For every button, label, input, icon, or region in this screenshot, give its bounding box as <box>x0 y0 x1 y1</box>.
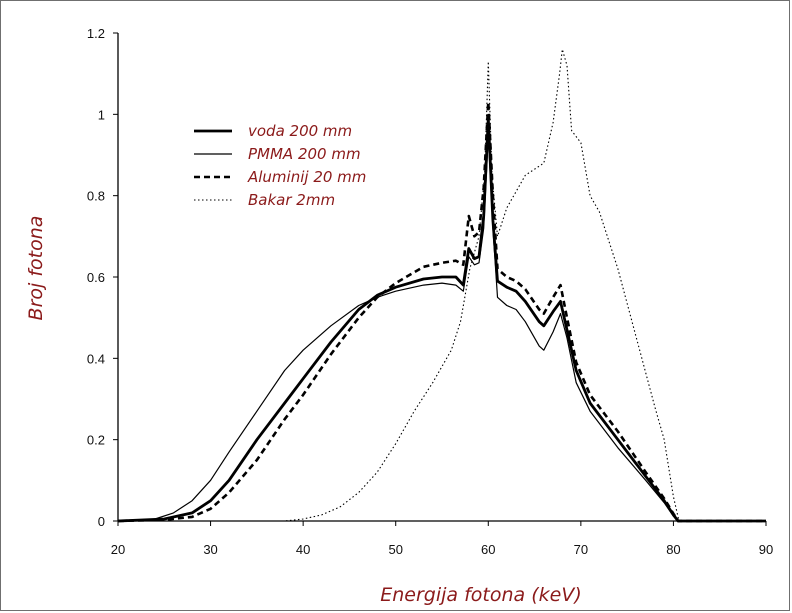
x-tick-label: 20 <box>111 542 125 557</box>
x-tick-label: 40 <box>296 542 310 557</box>
y-tick-label: 0.8 <box>87 189 105 204</box>
x-axis-title: Energija fotona (keV) <box>380 584 581 606</box>
x-tick-label: 80 <box>666 542 680 557</box>
y-axis-title: Broj fotona <box>25 216 47 321</box>
legend-label-4: Bakar 2mm <box>248 191 335 209</box>
y-tick-label: 0.6 <box>87 270 105 285</box>
series-line-2 <box>117 134 766 522</box>
y-tick-label: 1 <box>98 107 105 122</box>
legend-label-3: Aluminij 20 mm <box>247 168 366 186</box>
series-line-3 <box>117 100 766 523</box>
series-line-4 <box>118 48 766 522</box>
x-tick-label: 30 <box>203 542 217 557</box>
y-tick-label: 1.2 <box>87 26 105 41</box>
series-lines <box>117 48 766 523</box>
x-tick-label: 60 <box>481 542 495 557</box>
x-tick-label: 70 <box>574 542 588 557</box>
ticks: 20 30 40 50 60 70 80 90 0 0.2 0.4 0.6 0.8 1 1.2 <box>87 26 773 557</box>
legend-label-1: voda 200 mm <box>248 122 352 140</box>
legend-label-2: PMMA 200 mm <box>248 145 361 163</box>
x-tick-label: 50 <box>388 542 402 557</box>
y-tick-label: 0.4 <box>87 351 105 366</box>
x-tick-label: 90 <box>759 542 773 557</box>
y-tick-label: 0 <box>98 514 105 529</box>
y-tick-label: 0.2 <box>87 433 105 448</box>
series-line-1 <box>117 117 766 523</box>
legend: voda 200 mm PMMA 200 mm Aluminij 20 mm Baka… <box>194 122 366 209</box>
